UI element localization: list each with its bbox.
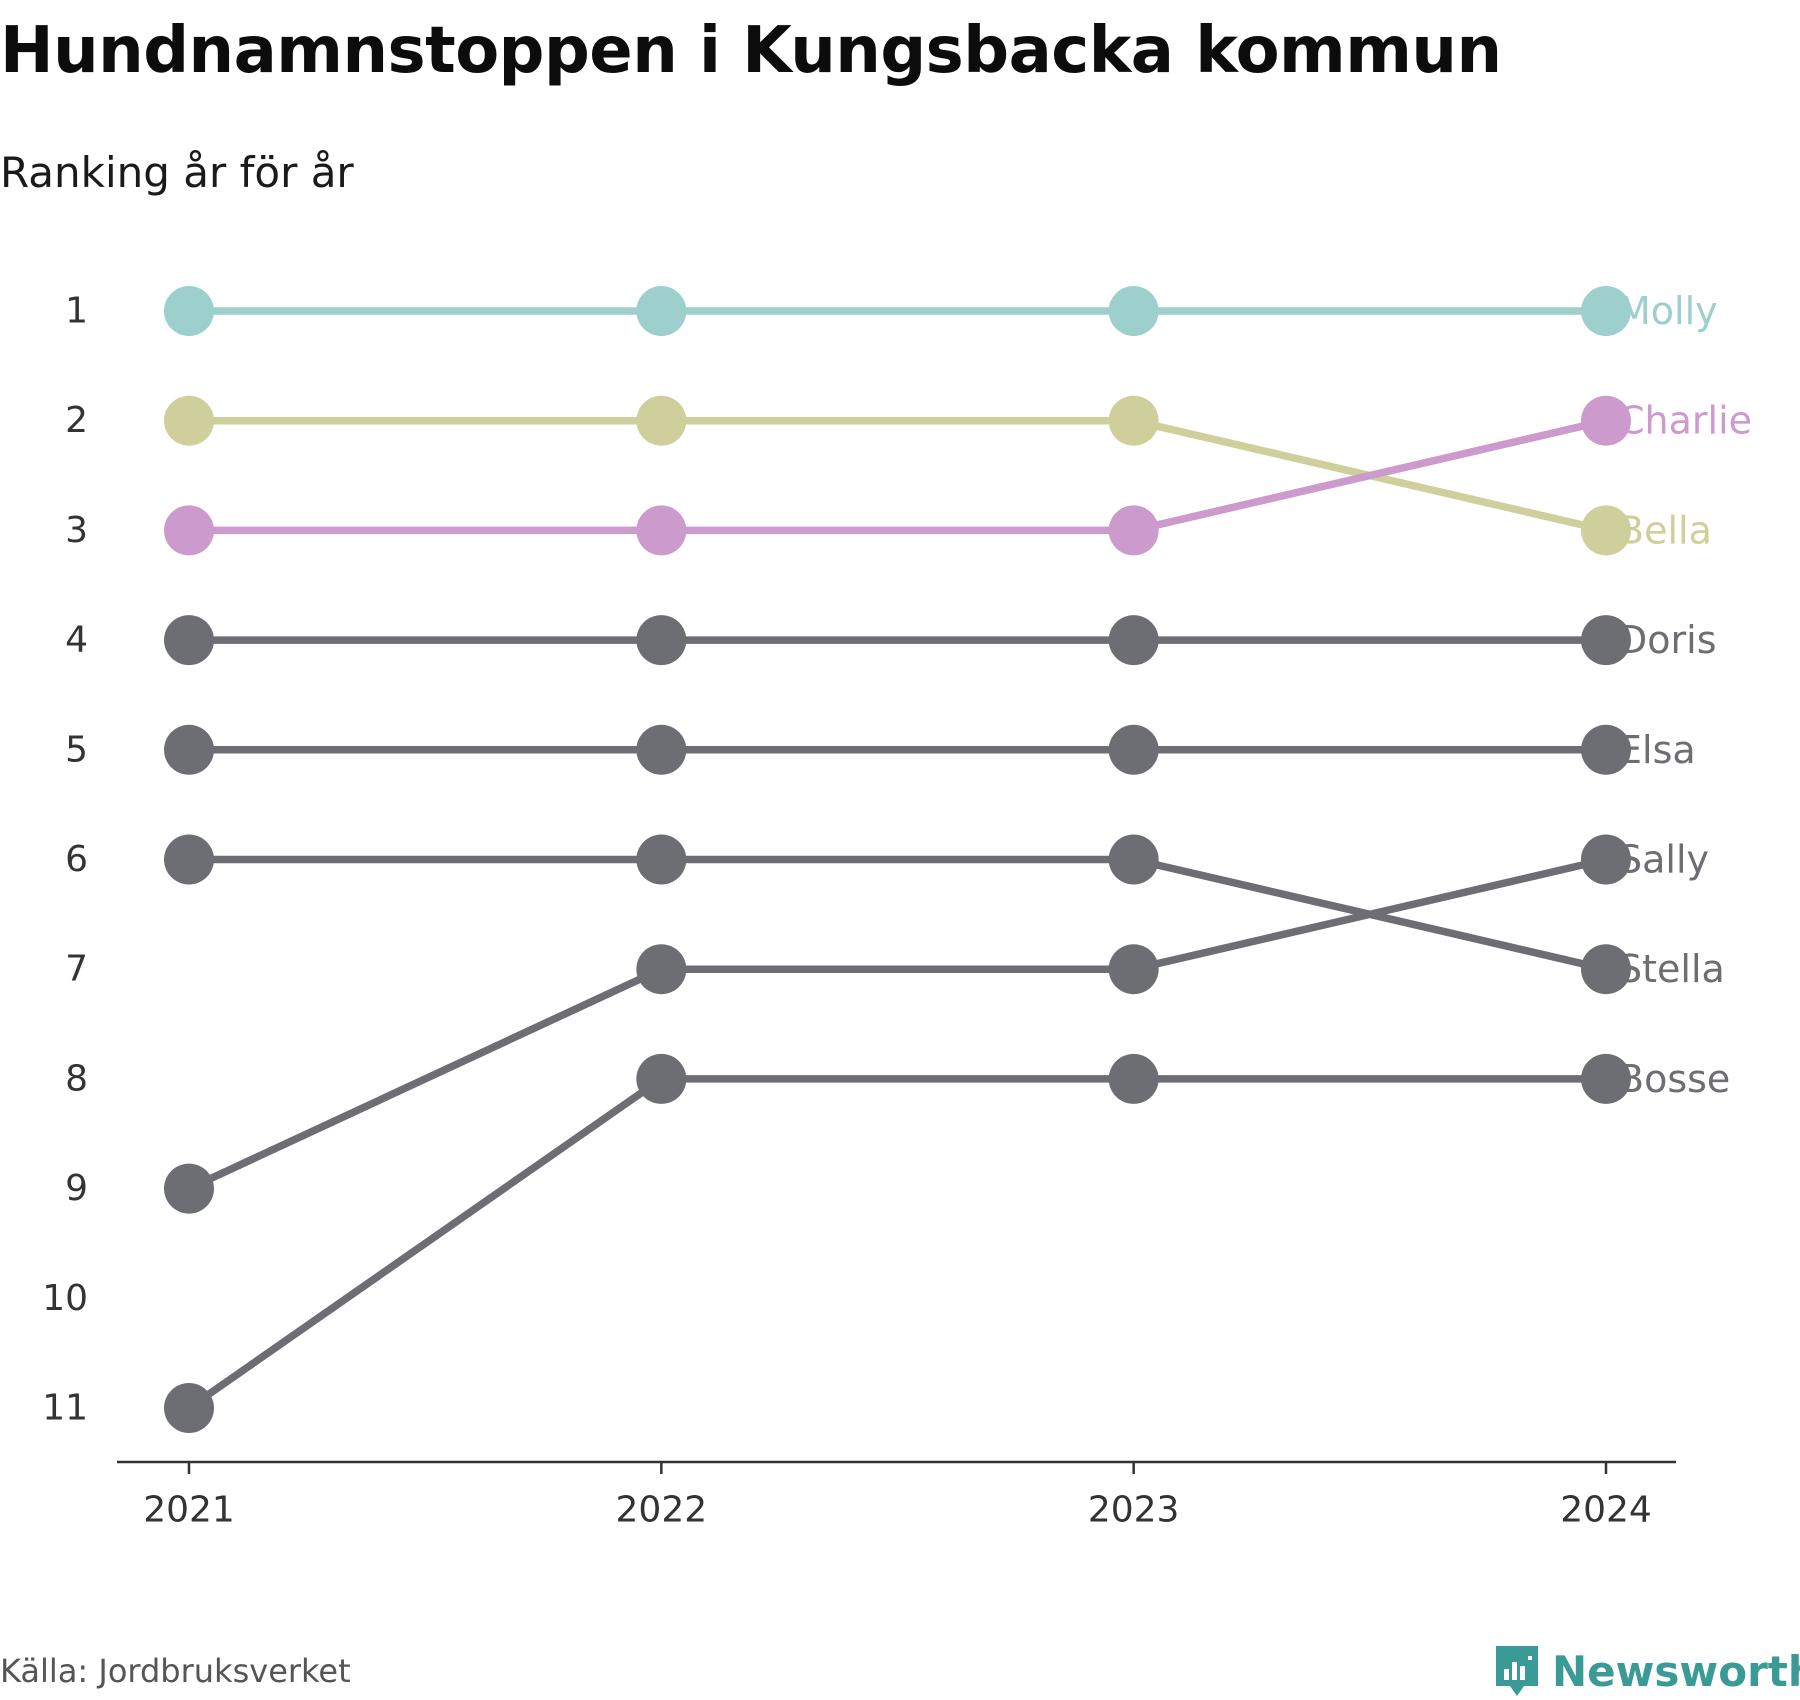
data-point-bosse [164,1383,214,1433]
series-line-stella [185,855,1610,973]
data-point-elsa [636,724,687,775]
data-point-bosse [1581,1053,1631,1104]
x-tick-label: 2021 [143,1490,235,1531]
y-tick-label: 7 [65,949,88,990]
data-point-doris [1581,615,1631,666]
data-point-charlie [1108,505,1159,556]
series-label-sally: Sally [1618,838,1709,882]
series-label-molly: Molly [1618,289,1718,333]
series-stella: Stella [164,834,1725,995]
data-point-molly [164,286,214,336]
source-note: Källa: Jordbruksverket [0,1652,351,1690]
data-point-sally [1108,944,1159,995]
series-sally: Sally [164,834,1709,1214]
x-tick-label: 2022 [616,1490,708,1531]
series-elsa: Elsa [164,724,1696,775]
data-point-sally [164,1163,214,1214]
newsworthy-logo-icon [1496,1646,1538,1696]
y-tick-label: 1 [65,291,88,332]
chart-subtitle: Ranking år för år [0,148,354,197]
data-point-stella [1108,834,1159,885]
x-tick-label: 2023 [1088,1490,1180,1531]
series-charlie: Charlie [164,395,1752,556]
data-point-molly [1108,286,1159,336]
data-point-charlie [164,505,214,556]
y-tick-label: 4 [65,620,88,661]
data-point-elsa [1581,724,1631,775]
data-point-stella [1581,944,1631,995]
y-tick-label: 8 [65,1058,88,1099]
series-line-bosse [185,1075,1610,1412]
series-line-bella [185,416,1610,535]
y-tick-label: 5 [65,729,88,770]
y-tick-label: 6 [65,839,88,880]
series-label-charlie: Charlie [1618,399,1752,443]
brand-name: Newsworthy [1552,1646,1800,1696]
brand-logo: Newsworthy [1492,1642,1800,1700]
series-label-bosse: Bosse [1618,1057,1730,1101]
y-tick-label: 10 [42,1278,88,1319]
data-point-bosse [636,1053,687,1104]
series-molly: Molly [164,286,1718,336]
data-point-doris [164,615,214,666]
data-point-bella [164,395,214,446]
data-point-bella [1581,505,1631,556]
data-point-charlie [636,505,687,556]
series-label-stella: Stella [1618,947,1725,991]
data-point-sally [1581,834,1631,885]
data-point-doris [636,615,687,666]
y-tick-label: 2 [65,400,88,441]
chart-title: Hundnamnstoppen i Kungsbacka kommun [0,14,1502,88]
data-point-elsa [164,724,214,775]
series-label-elsa: Elsa [1618,728,1696,772]
data-point-bella [1108,395,1159,446]
data-point-stella [164,834,214,885]
series-label-bella: Bella [1618,508,1712,552]
x-tick-label: 2024 [1560,1490,1652,1531]
series-line-charlie [185,416,1610,535]
data-point-stella [636,834,687,885]
series-doris: Doris [164,615,1717,666]
data-point-bella [636,395,687,446]
series-line-sally [185,855,1610,1193]
y-tick-label: 3 [65,510,88,551]
data-point-molly [636,286,687,336]
data-point-sally [636,944,687,995]
y-tick-label: 9 [65,1168,88,1209]
series-label-doris: Doris [1618,618,1717,662]
data-point-charlie [1581,395,1631,446]
series-bosse: Bosse [164,1053,1730,1433]
data-point-doris [1108,615,1159,666]
data-point-molly [1581,286,1631,336]
y-tick-label: 11 [42,1388,88,1429]
data-point-elsa [1108,724,1159,775]
data-point-bosse [1108,1053,1159,1104]
